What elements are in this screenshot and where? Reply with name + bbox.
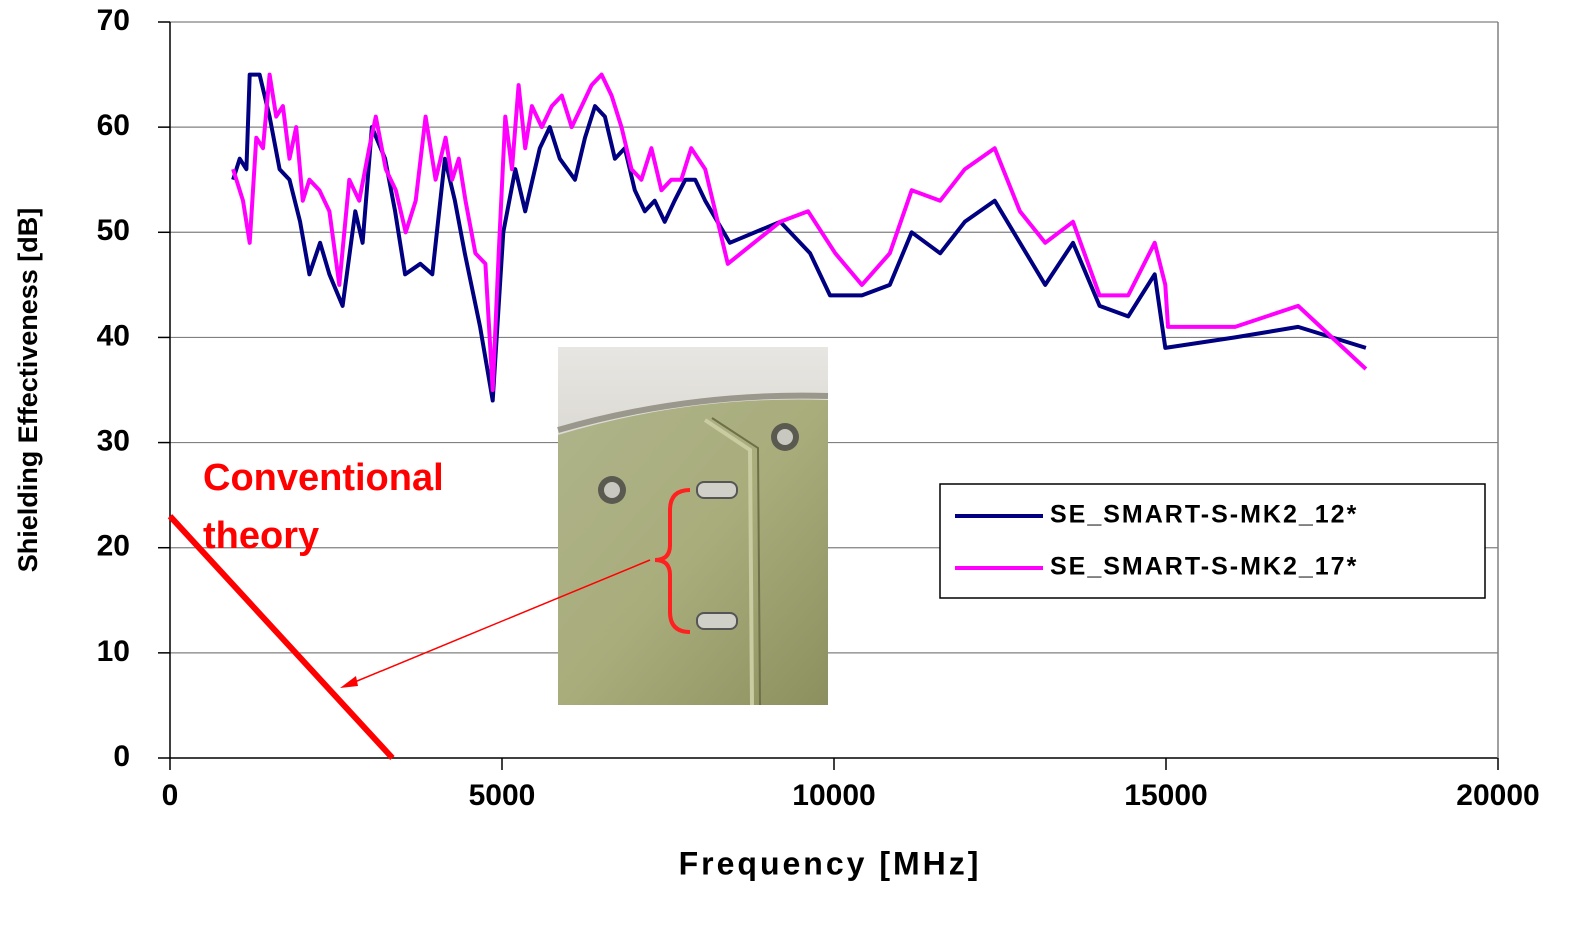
series-line	[231, 72, 1368, 392]
photo-inset	[340, 347, 829, 706]
annotation-text: Conventional	[203, 457, 444, 499]
y-tick-label: 10	[97, 635, 130, 668]
y-tick-label: 40	[97, 319, 130, 352]
annotation-text: theory	[203, 515, 319, 557]
y-tick-label: 70	[97, 4, 130, 37]
legend-label: SE_SMART-S-MK2_12*	[1050, 501, 1358, 529]
legend: SE_SMART-S-MK2_12* SE_SMART-S-MK2_17*	[939, 483, 1486, 599]
y-tick-label: 50	[97, 214, 130, 247]
x-tick-label: 5000	[469, 779, 536, 812]
y-tick-label: 0	[113, 740, 130, 773]
annotation-line	[167, 514, 395, 761]
series-line	[231, 72, 1367, 403]
x-axis-title: Frequency [MHz]	[679, 845, 982, 881]
y-tick-label: 60	[97, 109, 130, 142]
x-tick-label: 0	[162, 779, 179, 812]
y-tick-label: 20	[97, 530, 130, 563]
y-tick-label: 30	[97, 424, 130, 457]
x-tick-label: 20000	[1456, 779, 1539, 812]
x-tick-label: 15000	[1124, 779, 1207, 812]
y-axis-title: Shielding Effectiveness [dB]	[13, 208, 43, 573]
x-tick-label: 10000	[792, 779, 875, 812]
legend-label: SE_SMART-S-MK2_17*	[1050, 553, 1358, 581]
